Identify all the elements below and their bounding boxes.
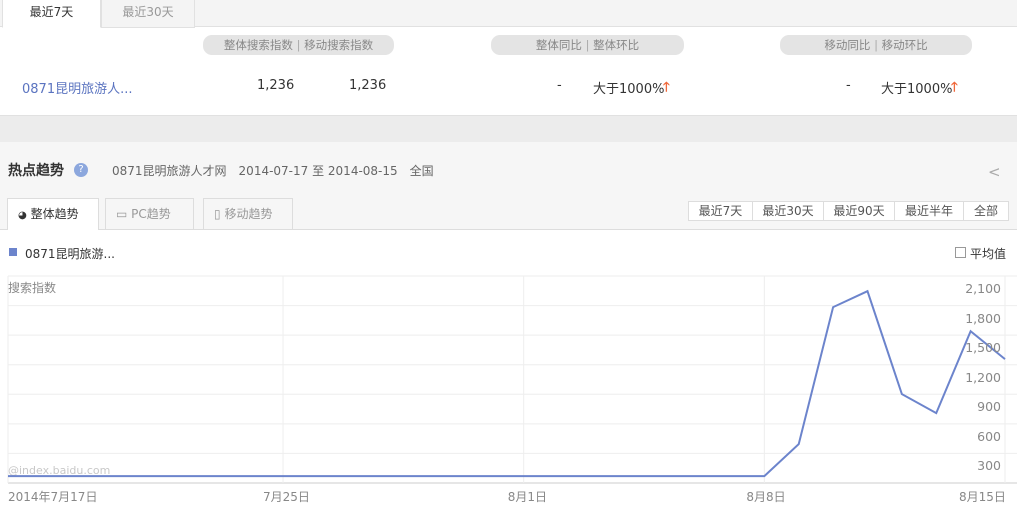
y-tick-label: 600 bbox=[941, 429, 1001, 444]
y-tick-label: 2,100 bbox=[941, 281, 1001, 296]
y-tick-label: 900 bbox=[941, 399, 1001, 414]
x-tick-label: 7月25日 bbox=[263, 488, 310, 505]
x-tick-label: 8月8日 bbox=[746, 488, 785, 505]
y-tick-label: 1,500 bbox=[941, 340, 1001, 355]
y-tick-label: 1,800 bbox=[941, 311, 1001, 326]
x-tick-label: 8月1日 bbox=[508, 488, 547, 505]
y-tick-label: 300 bbox=[941, 458, 1001, 473]
series-line bbox=[8, 291, 1005, 476]
y-tick-label: 1,200 bbox=[941, 370, 1001, 385]
x-tick-label: 2014年7月17日 bbox=[8, 488, 97, 505]
x-tick-label: 8月15日 bbox=[959, 488, 1006, 505]
